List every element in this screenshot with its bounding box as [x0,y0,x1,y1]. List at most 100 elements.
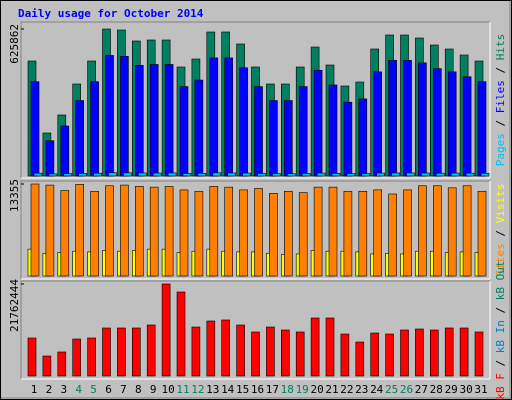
bar [283,100,293,177]
bar [212,172,222,177]
bar [462,76,472,177]
bar [60,190,70,277]
bar [298,86,308,177]
bar [236,324,245,377]
legend-entry: Pages [494,133,507,166]
bar [167,172,177,177]
x-tick-label: 15 [236,383,249,396]
bar [415,328,424,377]
bar [194,190,204,277]
bar [257,173,266,177]
x-tick-label: 4 [75,383,82,396]
bar [373,189,383,277]
bar [63,173,73,177]
legend-separator: / [494,300,507,320]
legend-entry: Hits [494,34,507,61]
bar [164,186,174,277]
bar [239,67,248,177]
legend-separator: / [494,60,507,80]
bar [269,100,278,177]
bar [221,319,230,377]
bar [161,283,171,377]
x-tick-label: 2 [46,383,53,396]
bar [75,100,84,177]
bar [149,64,159,177]
x-tick-label: 19 [296,383,309,396]
bar [432,185,442,277]
bar [295,331,305,377]
bar [87,337,96,377]
legend-entry: Sites [494,243,507,276]
bar [462,185,472,277]
bar [42,355,52,377]
x-tick-label: 22 [340,383,353,396]
x-tick-label: 5 [90,383,97,396]
bar [358,98,368,177]
bar [450,172,460,177]
bar [331,172,341,177]
x-tick-label: 9 [150,383,157,396]
bar [108,172,117,177]
x-tick-label: 1 [31,383,38,396]
x-tick-label: 23 [355,383,368,396]
bar [328,84,338,177]
legend-entry: kB Out [494,260,507,300]
bar [254,86,263,177]
bar [197,172,207,177]
bar [90,81,99,177]
chart-title: Daily usage for October 2014 [18,7,204,20]
bar [403,60,412,177]
bar [93,172,102,177]
x-tick-label: 27 [415,383,428,396]
bar [105,55,114,177]
bar [149,186,159,277]
x-tick-label: 29 [445,383,458,396]
legend: Pages / Files / Hits [494,34,507,167]
bar [206,320,216,377]
legend-entry: kB In [494,320,507,353]
bar [418,185,427,277]
bar [102,327,111,377]
bar [310,317,320,377]
bar [179,189,189,277]
bar [176,291,186,377]
x-tick-label: 8 [135,383,142,396]
bar [355,341,365,377]
bar [266,326,275,377]
x-tick-label: 10 [161,383,174,396]
bar [135,65,144,177]
bar [45,184,55,277]
bar [224,186,233,277]
bar [391,172,400,177]
bar [385,333,394,377]
bar [152,172,162,177]
y-tick-label: 21762444 [8,279,21,332]
bar [120,184,129,277]
legend: Sites / Visits [494,184,507,277]
bar [435,172,445,177]
bar [164,64,174,177]
bar [343,190,353,277]
y-tick-label: 13355 [8,179,21,212]
bar [105,185,114,277]
x-tick-label: 31 [474,383,487,396]
bar [403,189,412,277]
x-tick-label: 24 [370,383,384,396]
bar [75,184,84,277]
bar [421,172,430,177]
y-tick-label: 625862 [8,24,21,64]
bar [239,189,248,277]
bar [179,86,189,177]
bar [406,172,415,177]
bar [316,172,326,177]
bar [376,172,386,177]
bar [33,172,43,177]
bar [400,329,409,377]
legend-separator: / [494,113,507,133]
bar [301,173,311,177]
bar [286,173,296,177]
bar [60,125,70,177]
bar [361,173,371,177]
bar [146,324,156,377]
bar [30,183,40,277]
